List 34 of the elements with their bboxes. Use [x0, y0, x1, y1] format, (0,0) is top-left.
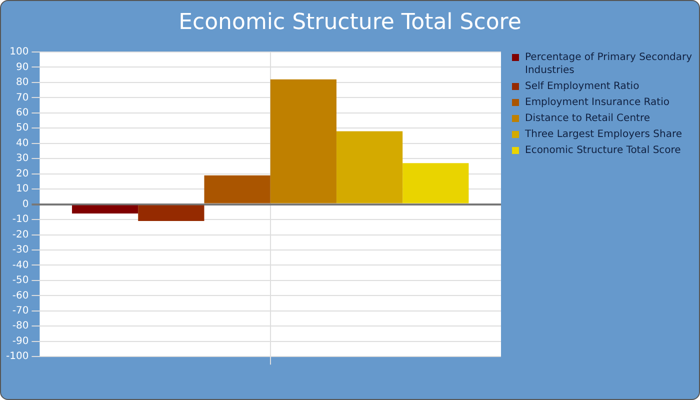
bar: [402, 163, 469, 204]
bar: [336, 131, 403, 204]
y-tick-label: -20: [12, 229, 29, 240]
legend-label: Distance to Retail Centre: [525, 112, 650, 125]
y-tick-label: -40: [12, 260, 29, 271]
y-tick-label: 30: [16, 153, 29, 164]
y-tick-label: -90: [12, 336, 29, 347]
y-tick-label: -70: [12, 306, 29, 317]
legend-label: Percentage of Primary Secondary Industries: [525, 51, 694, 77]
y-tick-label: 50: [16, 122, 29, 134]
y-tick-label: 60: [16, 108, 29, 119]
y-tick-label: 80: [16, 77, 29, 88]
y-tick-label: -80: [12, 320, 29, 332]
chart-title: Economic Structure Total Score: [178, 9, 522, 37]
y-tick-label: -60: [12, 290, 29, 302]
y-tick-label: 40: [16, 138, 29, 149]
bar: [72, 205, 138, 214]
y-tick-label: 70: [16, 92, 29, 104]
y-tick-label: 100: [10, 46, 29, 58]
legend-label: Employment Insurance Ratio: [525, 96, 670, 109]
y-tick-label: 10: [16, 184, 29, 195]
y-tick-label: -100: [6, 351, 29, 362]
y-tick-label: 20: [16, 168, 29, 180]
y-tick-label: 0: [22, 198, 29, 210]
y-tick-label: -10: [12, 214, 29, 226]
bar: [204, 175, 270, 204]
y-tick-label: 90: [16, 62, 29, 73]
y-tick-label: -30: [12, 244, 29, 256]
legend-label: Economic Structure Total Score: [525, 144, 681, 157]
legend-label: Self Employment Ratio: [525, 80, 640, 93]
bar: [270, 79, 336, 204]
y-tick-label: -50: [12, 275, 29, 286]
legend-label: Three Largest Employers Share: [525, 128, 682, 141]
bar: [138, 205, 204, 222]
